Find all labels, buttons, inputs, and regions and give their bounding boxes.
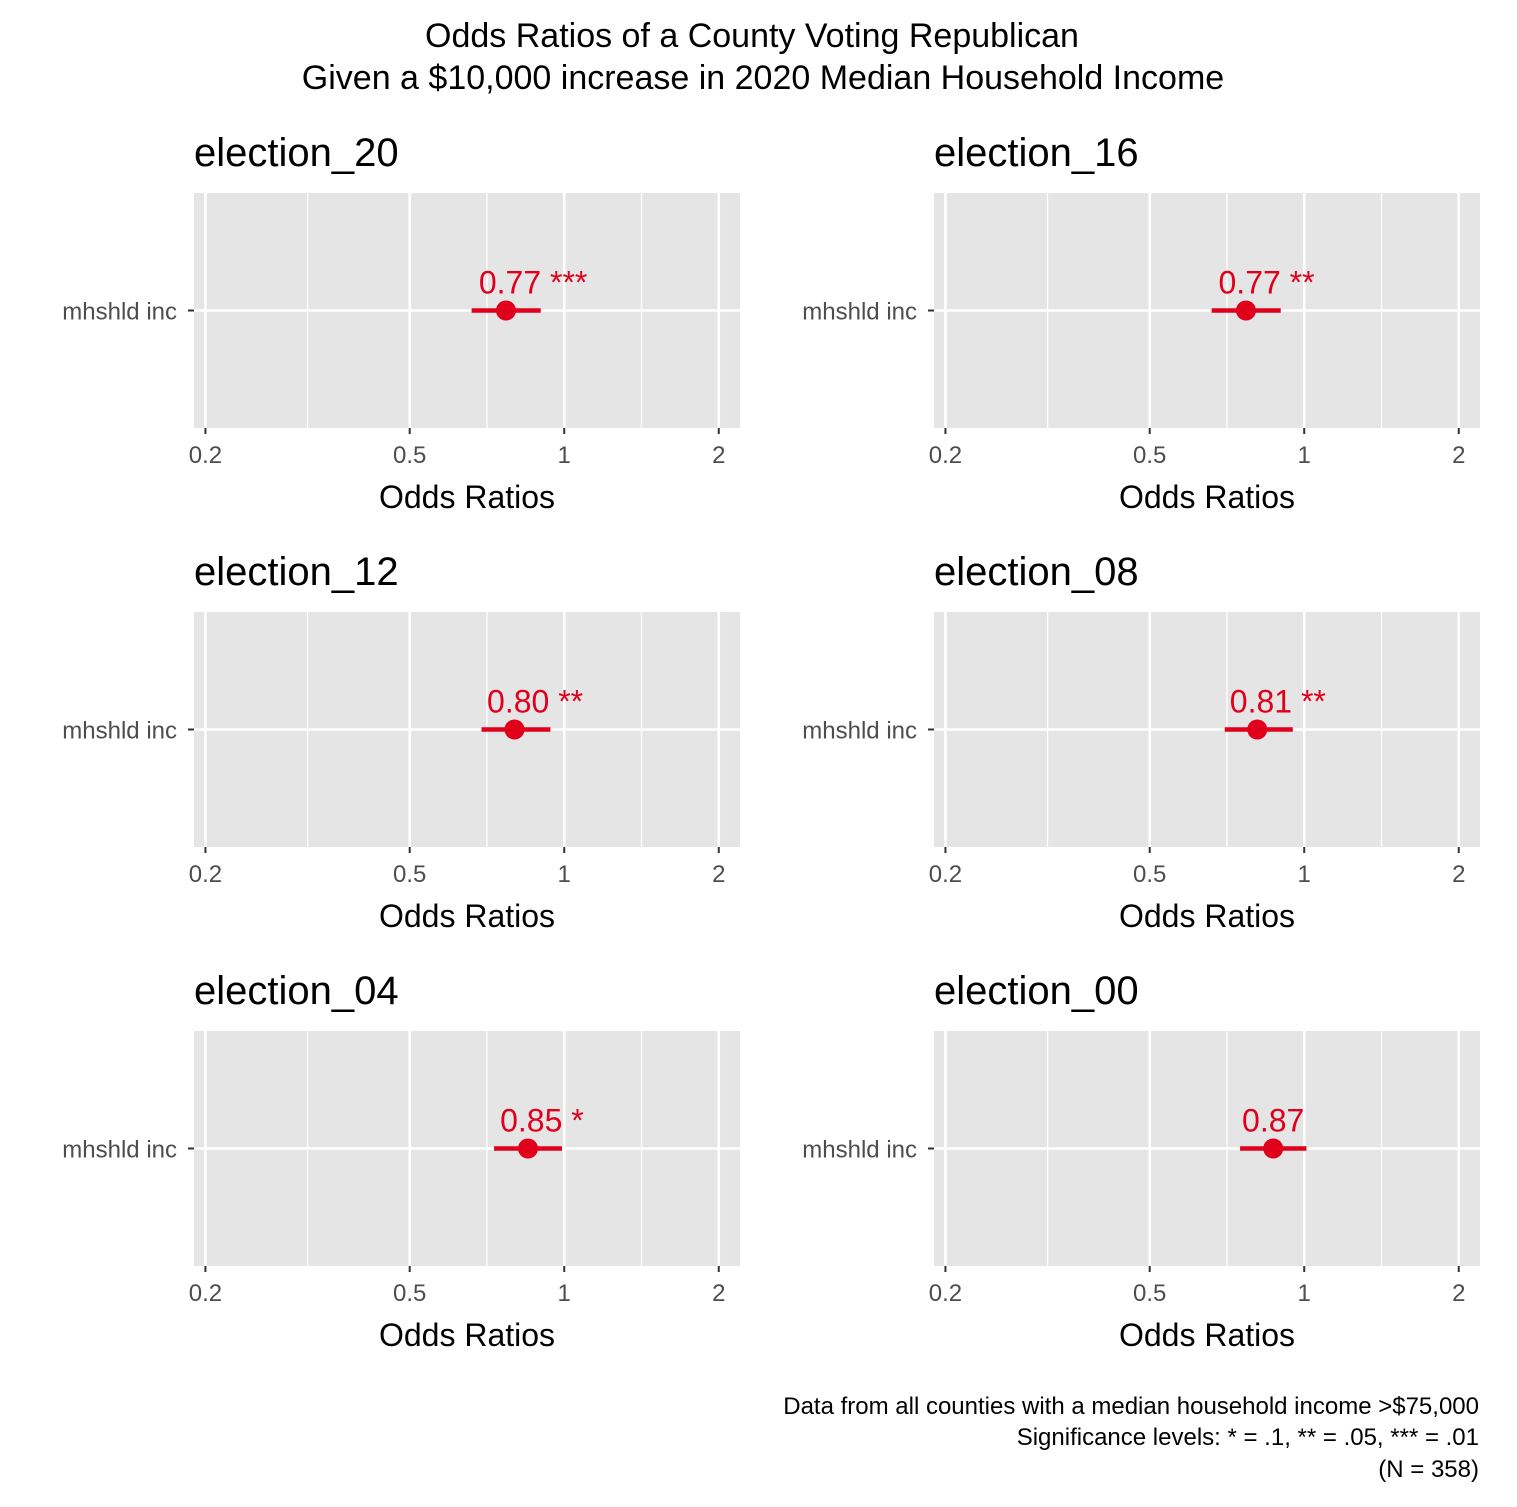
- point-estimate-election_12: [504, 719, 525, 740]
- value-label-election_12: 0.80 **: [487, 684, 583, 720]
- x-tick-label-election_20: 1: [558, 442, 571, 469]
- x-tick-label-election_00: 0.5: [1133, 1280, 1166, 1307]
- x-tick-label-election_08: 0.5: [1133, 861, 1166, 888]
- x-tick-label-election_16: 0.5: [1133, 442, 1166, 469]
- facet-title-election_04: election_04: [194, 969, 399, 1013]
- x-tick-label-election_00: 1: [1298, 1280, 1311, 1307]
- value-label-election_20: 0.77 ***: [479, 265, 588, 301]
- caption-line-2: Significance levels: * = .1, ** = .05, *…: [1017, 1424, 1479, 1451]
- x-axis-title-election_08: Odds Ratios: [1119, 898, 1295, 934]
- point-estimate-election_00: [1263, 1138, 1284, 1159]
- caption-line-1: Data from all counties with a median hou…: [783, 1393, 1479, 1420]
- y-tick-label-election_20: mhshld inc: [62, 299, 177, 326]
- x-tick-label-election_20: 2: [712, 442, 725, 469]
- facet-panels: election_20 0.2 0.5 1 2 mhshld inc Odds Ratios…: [62, 131, 1480, 1353]
- x-tick-label-election_12: 0.5: [393, 861, 426, 888]
- x-tick-label-election_04: 1: [558, 1280, 571, 1307]
- x-tick-label-election_12: 0.2: [189, 861, 222, 888]
- x-tick-label-election_04: 2: [712, 1280, 725, 1307]
- x-tick-label-election_08: 0.2: [929, 861, 962, 888]
- value-label-election_00: 0.87: [1242, 1103, 1304, 1139]
- facet-title-election_20: election_20: [194, 131, 399, 175]
- y-tick-label-election_16: mhshld inc: [802, 299, 917, 326]
- x-axis-title-election_20: Odds Ratios: [379, 479, 555, 515]
- y-tick-label-election_00: mhshld inc: [802, 1137, 917, 1164]
- value-label-election_16: 0.77 **: [1219, 265, 1315, 301]
- y-tick-label-election_08: mhshld inc: [802, 718, 917, 745]
- x-axis-title-election_12: Odds Ratios: [379, 898, 555, 934]
- x-tick-label-election_16: 0.2: [929, 442, 962, 469]
- x-tick-label-election_00: 0.2: [929, 1280, 962, 1307]
- x-tick-label-election_16: 2: [1452, 442, 1465, 469]
- chart-title-line1: Odds Ratios of a County Voting Republica…: [425, 17, 1079, 55]
- x-axis-title-election_04: Odds Ratios: [379, 1317, 555, 1353]
- x-tick-label-election_00: 2: [1452, 1280, 1465, 1307]
- value-label-election_04: 0.85 *: [500, 1103, 584, 1139]
- x-tick-label-election_04: 0.5: [393, 1280, 426, 1307]
- point-estimate-election_04: [517, 1138, 538, 1159]
- x-tick-label-election_16: 1: [1298, 442, 1311, 469]
- point-estimate-election_20: [495, 300, 516, 321]
- facet-title-election_08: election_08: [934, 550, 1139, 594]
- facet-title-election_00: election_00: [934, 969, 1139, 1013]
- point-estimate-election_08: [1247, 719, 1268, 740]
- x-axis-title-election_00: Odds Ratios: [1119, 1317, 1295, 1353]
- x-tick-label-election_12: 2: [712, 861, 725, 888]
- x-tick-label-election_20: 0.2: [189, 442, 222, 469]
- x-tick-label-election_12: 1: [558, 861, 571, 888]
- x-tick-label-election_20: 0.5: [393, 442, 426, 469]
- facet-title-election_12: election_12: [194, 550, 399, 594]
- chart-title-line2: Given a $10,000 increase in 2020 Median …: [302, 59, 1224, 97]
- x-axis-title-election_16: Odds Ratios: [1119, 479, 1295, 515]
- caption-line-3: (N = 358): [1378, 1456, 1479, 1483]
- x-tick-label-election_08: 1: [1298, 861, 1311, 888]
- y-tick-label-election_12: mhshld inc: [62, 718, 177, 745]
- point-estimate-election_16: [1235, 300, 1256, 321]
- x-tick-label-election_04: 0.2: [189, 1280, 222, 1307]
- y-tick-label-election_04: mhshld inc: [62, 1137, 177, 1164]
- x-tick-label-election_08: 2: [1452, 861, 1465, 888]
- value-label-election_08: 0.81 **: [1230, 684, 1326, 720]
- facet-title-election_16: election_16: [934, 131, 1139, 175]
